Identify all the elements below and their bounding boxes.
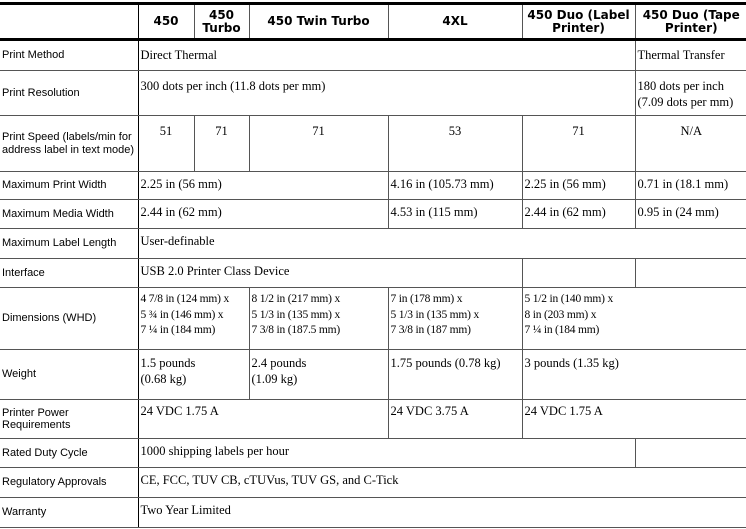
cell: 71 — [248, 115, 389, 172]
cell: 2.4 pounds (1.09 kg) — [248, 349, 389, 400]
cell: USB 2.0 Printer Class Device — [137, 258, 523, 288]
cell: N/A — [634, 115, 746, 172]
row-label: Dimensions (WHD) — [0, 287, 139, 350]
line: 8 in (203 mm) x — [524, 308, 597, 321]
cell: Direct Thermal — [137, 39, 636, 71]
row-max-print-width: Maximum Print Width 2.25 in (56 mm) 4.16… — [0, 171, 746, 200]
row-duty-cycle: Rated Duty Cycle 1000 shipping labels pe… — [0, 438, 746, 468]
line: 7 3/8 in (187 mm) — [390, 324, 471, 336]
cell: 24 VDC 1.75 A — [521, 399, 746, 439]
cell: 7 in (178 mm) x 5 1/3 in (135 mm) x 7 3/8 … — [387, 287, 523, 350]
header-450: 450 — [137, 3, 195, 40]
cell: 180 dots per inch (7.09 dots per mm) — [634, 70, 746, 116]
row-dimensions: Dimensions (WHD) 4 7/8 in (124 mm) x 5 ¾ … — [0, 287, 746, 350]
header-450-duo-tape: 450 Duo (Tape Printer) — [634, 3, 746, 40]
cell: 4.16 in (105.73 mm) — [387, 171, 523, 200]
row-label: Warranty — [0, 497, 139, 528]
line: (0.68 kg) — [140, 372, 187, 386]
cell: 300 dots per inch (11.8 dots per mm) — [137, 70, 636, 116]
header-450-turbo: 450 Turbo — [193, 3, 250, 40]
row-label: Maximum Media Width — [0, 199, 139, 229]
cell: 2.44 in (62 mm) — [137, 199, 389, 229]
row-regulatory: Regulatory Approvals CE, FCC, TUV CB, cT… — [0, 467, 746, 498]
row-label: Maximum Print Width — [0, 171, 139, 200]
header-row: 450 450 Turbo 450 Twin Turbo 4XL 450 Duo… — [0, 3, 746, 40]
line: 2.4 pounds — [251, 356, 307, 370]
cell: 2.44 in (62 mm) — [521, 199, 636, 229]
row-label: Regulatory Approvals — [0, 467, 139, 498]
row-print-resolution: Print Resolution 300 dots per inch (11.8… — [0, 70, 746, 116]
header-blank — [0, 3, 139, 40]
row-weight: Weight 1.5 pounds (0.68 kg) 2.4 pounds (1.… — [0, 349, 746, 400]
cell: Two Year Limited — [137, 497, 746, 528]
cell: 2.25 in (56 mm) — [521, 171, 636, 200]
header-4xl: 4XL — [387, 3, 523, 40]
line: 7 ¼ in (184 mm) — [524, 324, 600, 336]
cell: 0.71 in (18.1 mm) — [634, 171, 746, 200]
cell: 1000 shipping labels per hour — [137, 438, 636, 468]
cell: 2.25 in (56 mm) — [137, 171, 389, 200]
line: 5 1/2 in (140 mm) x — [524, 293, 614, 305]
line: 7 in (178 mm) x — [390, 293, 463, 305]
line: 5 1/3 in (135 mm) x — [390, 308, 480, 321]
row-max-media-width: Maximum Media Width 2.44 in (62 mm) 4.53… — [0, 199, 746, 229]
cell: 71 — [521, 115, 636, 172]
cell: 0.95 in (24 mm) — [634, 199, 746, 229]
header-450-duo-label: 450 Duo (Label Printer) — [521, 3, 636, 40]
cell: 51 — [137, 115, 195, 172]
line: 1.5 pounds — [140, 356, 196, 370]
line: 5 1/3 in (135 mm) x — [251, 308, 341, 321]
header-450-twin-turbo: 450 Twin Turbo — [248, 3, 389, 40]
row-label: Weight — [0, 349, 139, 400]
row-label: Print Method — [0, 39, 139, 71]
cell: 5 1/2 in (140 mm) x 8 in (203 mm) x 7 ¼ in… — [521, 287, 746, 350]
row-print-method: Print Method Direct Thermal Thermal Tran… — [0, 39, 746, 71]
row-label: Print Resolution — [0, 70, 139, 116]
row-label: Maximum Label Length — [0, 228, 139, 259]
cell: Thermal Transfer — [634, 39, 746, 71]
line: 7 ¼ in (184 mm) — [140, 324, 216, 336]
cell: User-definable — [137, 228, 746, 259]
row-interface: Interface USB 2.0 Printer Class Device — [0, 258, 746, 288]
cell: CE, FCC, TUV CB, cTUVus, TUV GS, and C-T… — [137, 467, 746, 498]
line: 5 ¾ in (146 mm) x — [140, 308, 224, 321]
cell: 1.75 pounds (0.78 kg) — [387, 349, 523, 400]
cell: 53 — [387, 115, 523, 172]
line: (1.09 kg) — [251, 372, 298, 386]
row-max-label-length: Maximum Label Length User-definable — [0, 228, 746, 259]
cell — [521, 258, 636, 288]
cell — [634, 258, 746, 288]
cell — [634, 438, 746, 468]
row-label: Print Speed (labels/min for address labe… — [0, 115, 139, 172]
cell: 71 — [193, 115, 250, 172]
row-power: Printer Power Requirements 24 VDC 1.75 A… — [0, 399, 746, 439]
row-label: Rated Duty Cycle — [0, 438, 139, 468]
row-warranty: Warranty Two Year Limited — [0, 497, 746, 528]
row-label: Interface — [0, 258, 139, 288]
line: 7 3/8 in (187.5 mm) — [251, 324, 341, 336]
line: 4 7/8 in (124 mm) x — [140, 293, 230, 305]
line: 8 1/2 in (217 mm) x — [251, 293, 341, 305]
row-print-speed: Print Speed (labels/min for address labe… — [0, 115, 746, 172]
cell: 8 1/2 in (217 mm) x 5 1/3 in (135 mm) x 7 … — [248, 287, 389, 350]
cell: 4 7/8 in (124 mm) x 5 ¾ in (146 mm) x 7 ¼ … — [137, 287, 250, 350]
cell: 4.53 in (115 mm) — [387, 199, 523, 229]
cell: 24 VDC 3.75 A — [387, 399, 523, 439]
cell: 3 pounds (1.35 kg) — [521, 349, 746, 400]
row-label: Printer Power Requirements — [0, 399, 139, 439]
cell: 1.5 pounds (0.68 kg) — [137, 349, 250, 400]
cell: 24 VDC 1.75 A — [137, 399, 389, 439]
